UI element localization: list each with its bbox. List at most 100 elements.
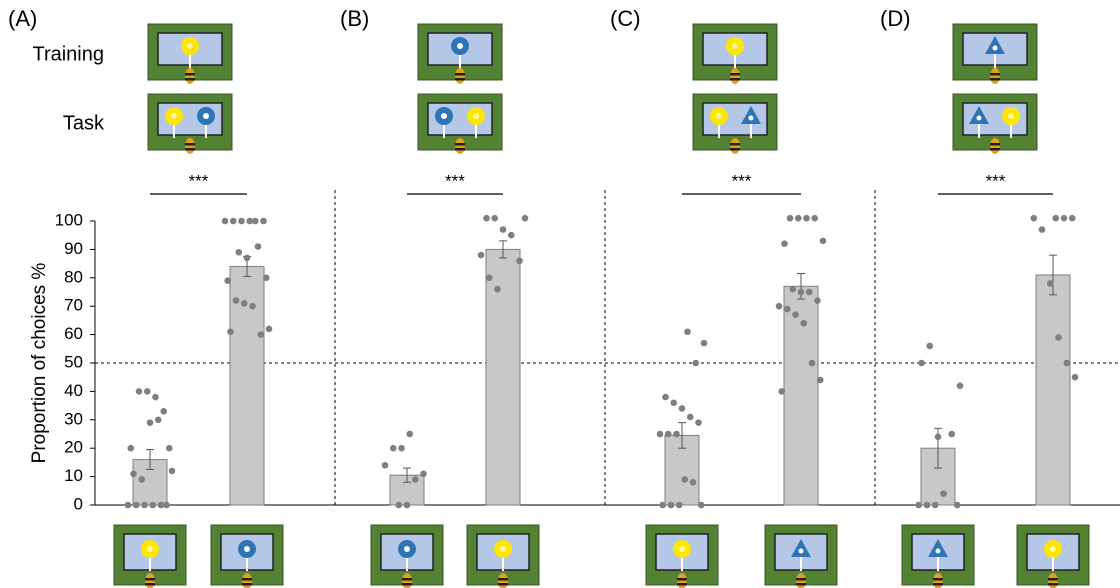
data-point — [163, 501, 170, 509]
bar — [229, 265, 265, 506]
data-point — [805, 288, 813, 296]
data-point — [157, 501, 165, 509]
bee-stripe — [455, 143, 465, 146]
data-point — [778, 388, 786, 395]
icon — [417, 23, 503, 84]
data-point — [800, 319, 808, 327]
data-point — [138, 476, 146, 483]
data-point — [262, 274, 270, 282]
data-point — [499, 226, 507, 233]
bee-stripe — [796, 578, 806, 581]
bee-stripe — [242, 578, 252, 581]
bee-stripe — [242, 583, 252, 586]
icon — [147, 23, 233, 84]
data-point — [130, 470, 137, 478]
data-point — [132, 501, 140, 509]
data-point — [1060, 214, 1068, 222]
bee — [455, 138, 465, 154]
y-tick-label: 70 — [64, 296, 83, 315]
data-point — [420, 470, 427, 478]
bee-stripe — [933, 578, 943, 581]
data-point — [491, 214, 499, 222]
data-point — [254, 243, 262, 250]
data-point — [257, 331, 265, 338]
data-point — [406, 430, 414, 438]
y-tick-label: 0 — [74, 494, 83, 513]
data-point — [143, 388, 151, 395]
y-tick-label: 60 — [64, 324, 83, 343]
icon — [210, 524, 284, 588]
significance-label: *** — [189, 171, 209, 190]
dot — [244, 546, 250, 552]
dot — [404, 546, 410, 552]
data-point — [684, 328, 691, 336]
y-tick-label: 80 — [64, 267, 83, 286]
data-point — [165, 444, 173, 452]
data-point — [797, 288, 805, 296]
y-tick-label: 100 — [55, 210, 83, 229]
dot — [441, 113, 447, 119]
data-point — [670, 399, 678, 407]
bee-stripe — [1048, 578, 1058, 581]
data-point — [149, 501, 157, 509]
data-point — [775, 302, 783, 310]
y-tick-label: 30 — [64, 409, 83, 428]
bee-stripe — [730, 73, 740, 76]
data-point — [381, 461, 389, 469]
panel-title: (B) — [340, 6, 369, 31]
icon — [692, 23, 778, 84]
dot — [992, 45, 998, 51]
dot — [679, 546, 685, 552]
error-bar — [403, 467, 411, 483]
bee-stripe — [402, 583, 412, 586]
data-point — [227, 328, 234, 336]
data-point — [146, 419, 154, 426]
data-point — [915, 501, 923, 509]
dot — [457, 43, 463, 49]
data-point — [124, 501, 132, 509]
dot — [500, 546, 506, 552]
y-tick-label: 40 — [64, 381, 83, 400]
triangle — [741, 106, 761, 124]
data-point — [792, 311, 799, 319]
data-point — [240, 300, 248, 307]
data-point — [689, 478, 697, 486]
bee-stripe — [990, 73, 1000, 76]
data-point — [926, 342, 934, 350]
dot — [187, 43, 193, 49]
bar — [485, 248, 521, 506]
data-point — [224, 277, 232, 284]
y-axis-label: Proportion of choices % — [29, 263, 50, 464]
row-label: Task — [63, 112, 105, 134]
icon — [147, 93, 233, 154]
dot — [732, 43, 738, 49]
data-point — [659, 501, 667, 509]
bee-stripe — [1048, 583, 1058, 586]
data-point — [1038, 226, 1046, 233]
dot — [171, 113, 177, 119]
bee-stripe — [498, 578, 508, 581]
bee-stripe — [185, 73, 195, 76]
bee — [990, 68, 1000, 84]
data-point — [1068, 214, 1076, 222]
data-point — [494, 285, 501, 293]
data-point — [1063, 359, 1071, 367]
data-point — [675, 501, 683, 509]
panel-title: (C) — [610, 6, 641, 31]
data-point — [265, 325, 273, 333]
icon — [466, 524, 540, 588]
dot — [1050, 546, 1056, 552]
data-point — [507, 231, 515, 239]
data-point — [1046, 280, 1054, 287]
y-tick-label: 90 — [64, 239, 83, 258]
icon — [952, 23, 1038, 84]
data-point — [814, 297, 821, 304]
dot — [798, 548, 804, 554]
bee-stripe — [990, 148, 1000, 151]
data-point — [249, 302, 256, 310]
icon — [113, 524, 187, 588]
bee-stripe — [402, 578, 412, 581]
bee-stripe — [677, 583, 687, 586]
data-point — [681, 476, 689, 483]
error-bar — [1049, 254, 1057, 296]
